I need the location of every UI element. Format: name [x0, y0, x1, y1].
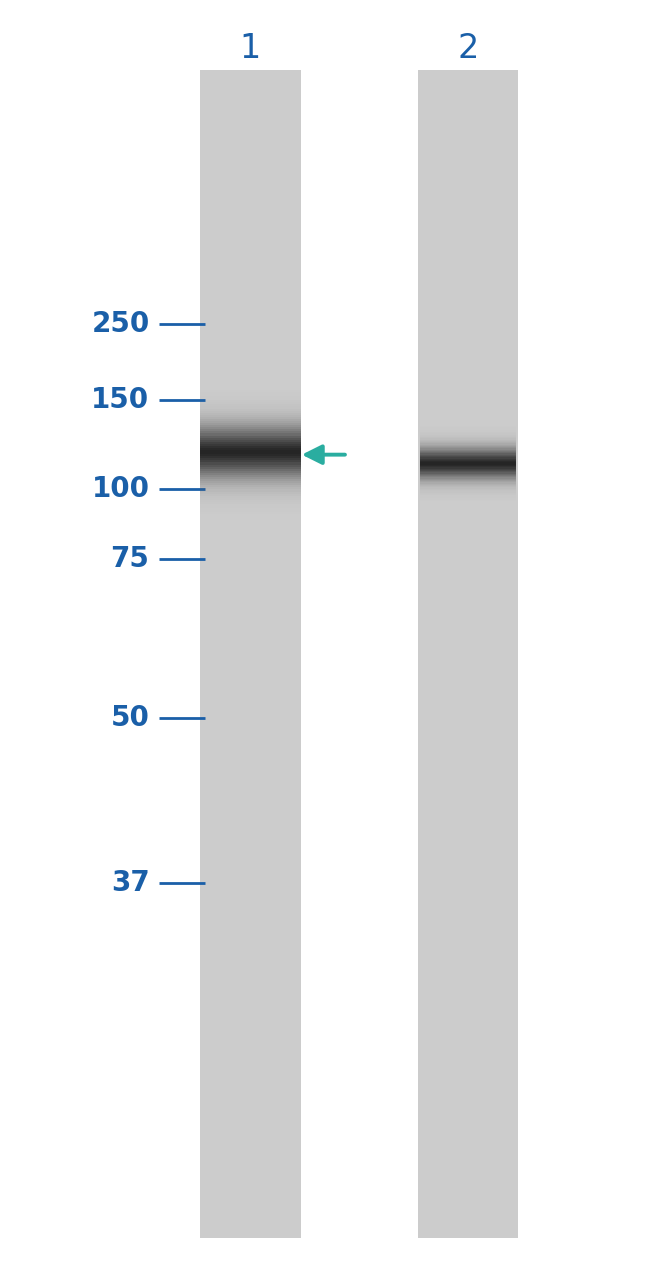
Bar — [200, 417, 300, 419]
Bar — [200, 511, 300, 512]
Text: 1: 1 — [240, 32, 261, 65]
Bar — [200, 462, 300, 465]
Bar — [200, 485, 300, 488]
Bar — [200, 475, 300, 478]
Bar — [200, 505, 300, 508]
Bar — [200, 461, 300, 462]
Text: 100: 100 — [92, 475, 150, 503]
Bar — [200, 491, 300, 494]
Bar — [200, 452, 300, 455]
Bar — [200, 446, 300, 448]
Bar — [200, 400, 300, 403]
Bar — [200, 423, 300, 425]
Bar — [200, 498, 300, 500]
Bar — [200, 415, 300, 417]
Bar — [200, 455, 300, 456]
Bar — [200, 392, 300, 394]
Bar — [200, 433, 300, 436]
Bar — [200, 438, 300, 439]
Bar — [200, 396, 300, 399]
Bar — [200, 504, 300, 505]
Bar — [200, 494, 300, 495]
Bar — [200, 448, 300, 450]
Bar — [200, 500, 300, 502]
Bar — [200, 425, 300, 427]
Bar — [200, 403, 300, 404]
Bar — [200, 439, 300, 442]
Text: 75: 75 — [111, 545, 150, 573]
Bar — [200, 465, 300, 466]
Bar — [200, 481, 300, 484]
Bar — [200, 458, 300, 461]
Bar — [200, 422, 300, 423]
Text: 150: 150 — [92, 386, 150, 414]
Bar — [200, 390, 300, 392]
Text: 250: 250 — [91, 310, 150, 338]
Bar — [200, 399, 300, 400]
Bar — [200, 471, 300, 472]
Bar — [200, 478, 300, 479]
Bar — [200, 432, 300, 433]
Bar — [200, 483, 300, 485]
Bar — [200, 489, 300, 491]
Bar — [200, 409, 300, 410]
Bar — [200, 410, 300, 413]
Bar — [200, 488, 300, 489]
Text: 50: 50 — [111, 704, 150, 732]
Bar — [200, 404, 300, 406]
Bar — [200, 442, 300, 443]
Bar — [200, 429, 300, 432]
Bar — [200, 479, 300, 481]
Bar — [200, 70, 300, 1238]
Text: 37: 37 — [111, 869, 150, 897]
Bar — [200, 443, 300, 446]
Bar — [200, 469, 300, 471]
Bar — [200, 450, 300, 452]
Bar — [200, 427, 300, 429]
Bar — [200, 502, 300, 504]
Bar — [417, 70, 519, 1238]
Bar — [200, 406, 300, 409]
Bar — [200, 419, 300, 422]
Bar — [200, 472, 300, 475]
Bar — [200, 413, 300, 415]
Text: 2: 2 — [458, 32, 478, 65]
Bar — [200, 508, 300, 511]
Bar — [200, 436, 300, 438]
Bar — [200, 456, 300, 458]
Bar — [200, 394, 300, 396]
Bar — [200, 466, 300, 469]
Bar — [200, 495, 300, 498]
Bar — [200, 512, 300, 514]
